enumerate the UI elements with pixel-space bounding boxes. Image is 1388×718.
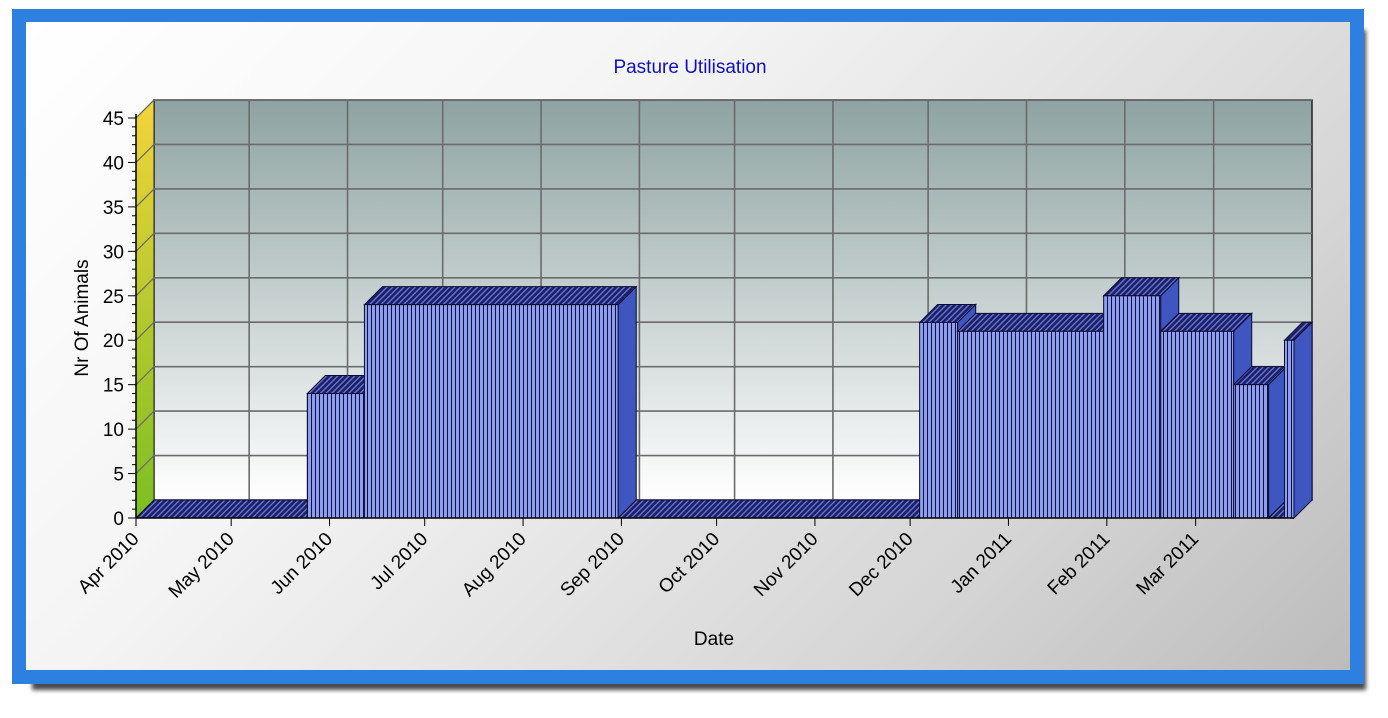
x-tick-label: Sep 2010 bbox=[557, 529, 629, 601]
x-tick-label: Aug 2010 bbox=[458, 529, 530, 601]
bar bbox=[363, 285, 638, 520]
x-tick-label: Jun 2010 bbox=[267, 529, 337, 599]
x-axis-title: Date bbox=[694, 629, 734, 650]
x-tick-label: Dec 2010 bbox=[845, 529, 917, 601]
y-tick-label: 0 bbox=[113, 509, 124, 530]
bar-top bbox=[956, 312, 1123, 332]
y-tick-label: 5 bbox=[113, 465, 124, 486]
bar bbox=[1159, 312, 1253, 519]
y-tick-label: 20 bbox=[103, 331, 124, 352]
y-tick-label: 15 bbox=[103, 376, 124, 397]
grid-lines bbox=[135, 99, 1312, 500]
y-tick-label: 30 bbox=[103, 242, 124, 263]
bar-front bbox=[1233, 384, 1270, 519]
bar bbox=[1102, 276, 1180, 519]
y-axis: 0 5 10 15 20 25 30 35 40 45 bbox=[103, 109, 137, 530]
bar-front bbox=[957, 330, 1105, 519]
bar-side bbox=[1293, 321, 1313, 520]
gridline-wall bbox=[135, 232, 155, 252]
y-tick-label: 10 bbox=[103, 420, 124, 441]
gridline-wall bbox=[135, 188, 155, 208]
bar-front bbox=[919, 321, 959, 519]
bar-side bbox=[1268, 365, 1288, 520]
bar-front bbox=[1283, 339, 1295, 519]
chart-title: Pasture Utilisation bbox=[613, 57, 766, 78]
x-tick-label: Apr 2010 bbox=[74, 529, 143, 598]
gridline-wall bbox=[135, 99, 155, 119]
bar bbox=[1283, 321, 1314, 520]
left-wall bbox=[135, 98, 155, 520]
x-tick-label: Jul 2010 bbox=[367, 529, 433, 595]
bar-side bbox=[617, 285, 637, 520]
bar bbox=[617, 499, 939, 519]
x-tick-label: Nov 2010 bbox=[750, 529, 822, 601]
bar bbox=[306, 375, 384, 519]
y-tick-label: 45 bbox=[103, 109, 124, 130]
bar bbox=[956, 312, 1123, 519]
gridline-wall bbox=[135, 321, 155, 341]
x-tick-label: Mar 2011 bbox=[1133, 529, 1204, 600]
x-tick-label: Feb 2011 bbox=[1044, 529, 1115, 600]
y-tick-label: 40 bbox=[103, 153, 124, 174]
bar bbox=[134, 499, 327, 519]
bar-front bbox=[1103, 295, 1162, 519]
gridline-wall bbox=[135, 455, 155, 474]
gridline-wall bbox=[135, 277, 155, 297]
x-tick-label: Jan 2011 bbox=[947, 529, 1016, 598]
gridline-wall bbox=[135, 410, 155, 430]
bar bbox=[918, 303, 977, 519]
y-tick-label: 25 bbox=[103, 287, 124, 308]
y-axis-title: Nr Of Animals bbox=[72, 259, 93, 376]
y-tick-label: 35 bbox=[103, 198, 124, 219]
bar-top bbox=[363, 286, 638, 306]
bars bbox=[134, 276, 1314, 520]
x-axis: Apr 2010 May 2010 Jun 2010 Jul 2010 Aug 2010… bbox=[74, 517, 1294, 603]
gridline-wall bbox=[135, 144, 155, 163]
x-tick-label: Oct 2010 bbox=[655, 529, 724, 598]
gridline-wall bbox=[135, 366, 155, 386]
x-tick-label: May 2010 bbox=[165, 529, 239, 603]
bar bbox=[1232, 365, 1288, 520]
bar-front bbox=[306, 393, 365, 519]
bar-top bbox=[617, 499, 939, 519]
bar-front bbox=[1160, 330, 1235, 519]
bar-top bbox=[134, 499, 327, 519]
bar-front bbox=[363, 304, 619, 519]
